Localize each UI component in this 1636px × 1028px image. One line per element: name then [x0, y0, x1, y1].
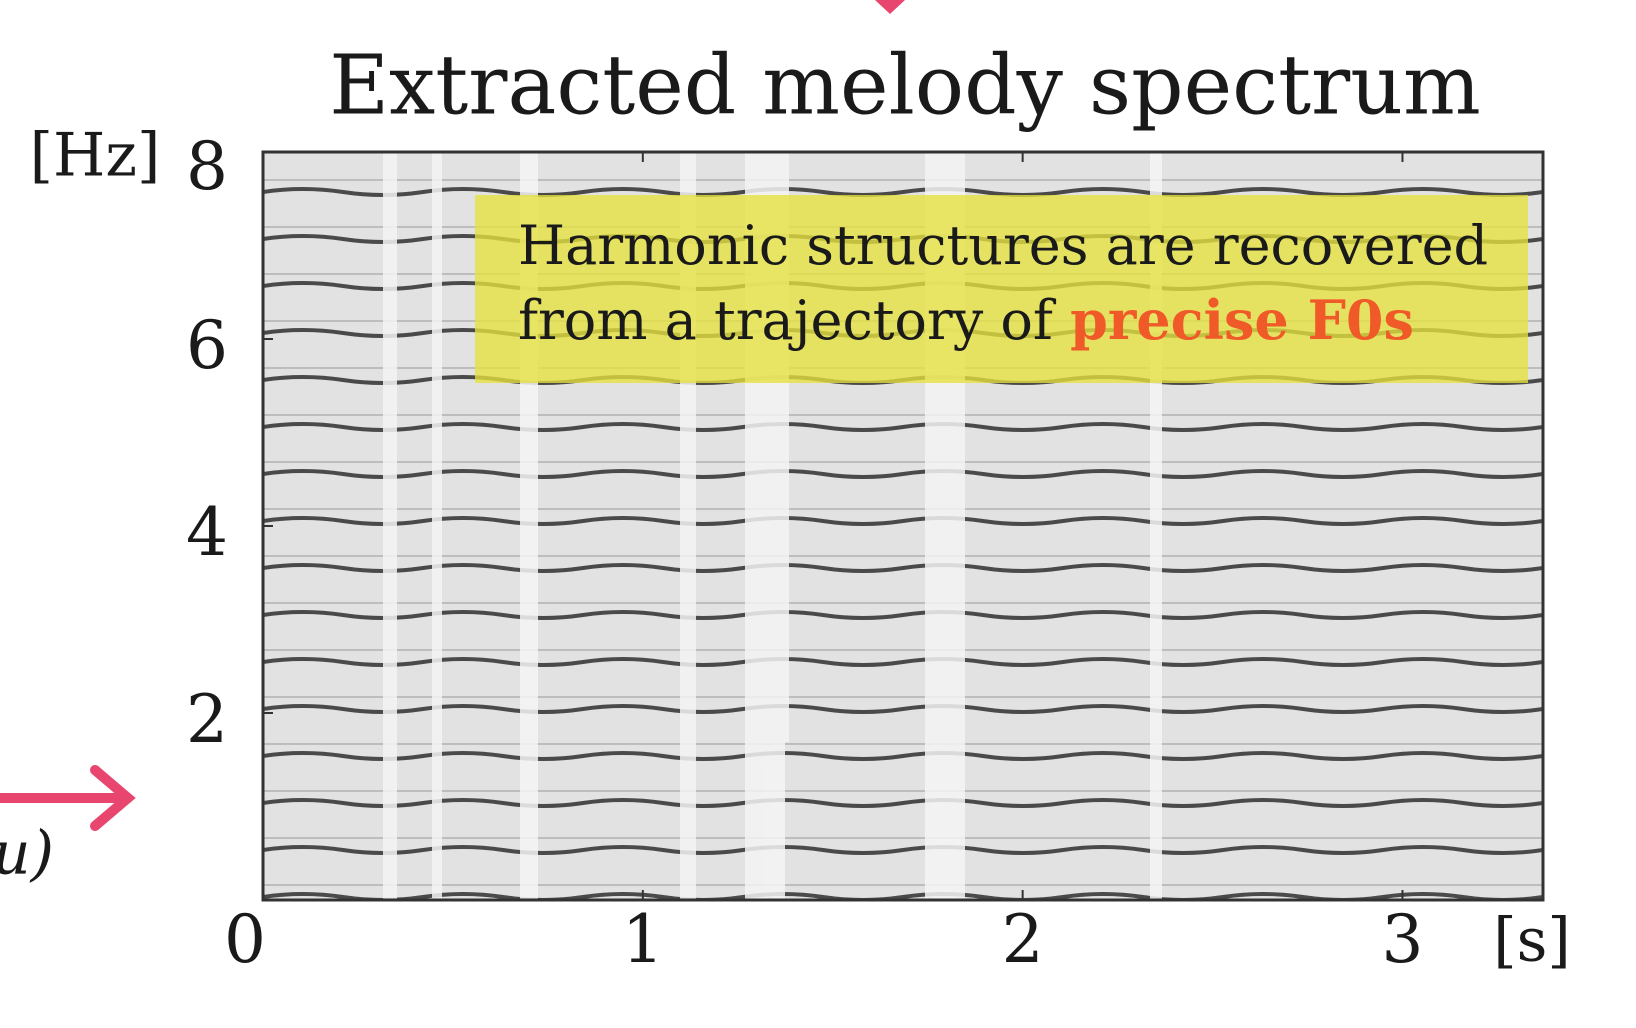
y-tick-label: 6	[186, 307, 228, 384]
x-tick-label: 0	[224, 901, 266, 978]
x-tick-label: 1	[622, 901, 664, 978]
x-axis-label: [s]	[1493, 906, 1571, 976]
annotation-text: from a trajectory of	[518, 289, 1070, 352]
y-tick-label: 8	[186, 128, 228, 205]
chart-title: Extracted melody spectrum	[329, 39, 1481, 134]
annotation-highlight: precise F0s	[1070, 288, 1414, 352]
formula-fragment: u)	[0, 819, 54, 889]
top-arrow	[875, 0, 905, 14]
y-tick-label: 2	[186, 681, 228, 758]
x-tick-label: 3	[1381, 901, 1423, 978]
annotation-line: from a trajectory of precise F0s	[518, 288, 1414, 352]
x-tick-label: 2	[1002, 901, 1044, 978]
y-tick-label: 4	[186, 494, 228, 571]
chart: Extracted melody spectrum Harmonic struc…	[0, 0, 1636, 1028]
y-axis-label: [Hz]	[30, 121, 161, 191]
annotation-line: Harmonic structures are recovered	[518, 214, 1488, 277]
